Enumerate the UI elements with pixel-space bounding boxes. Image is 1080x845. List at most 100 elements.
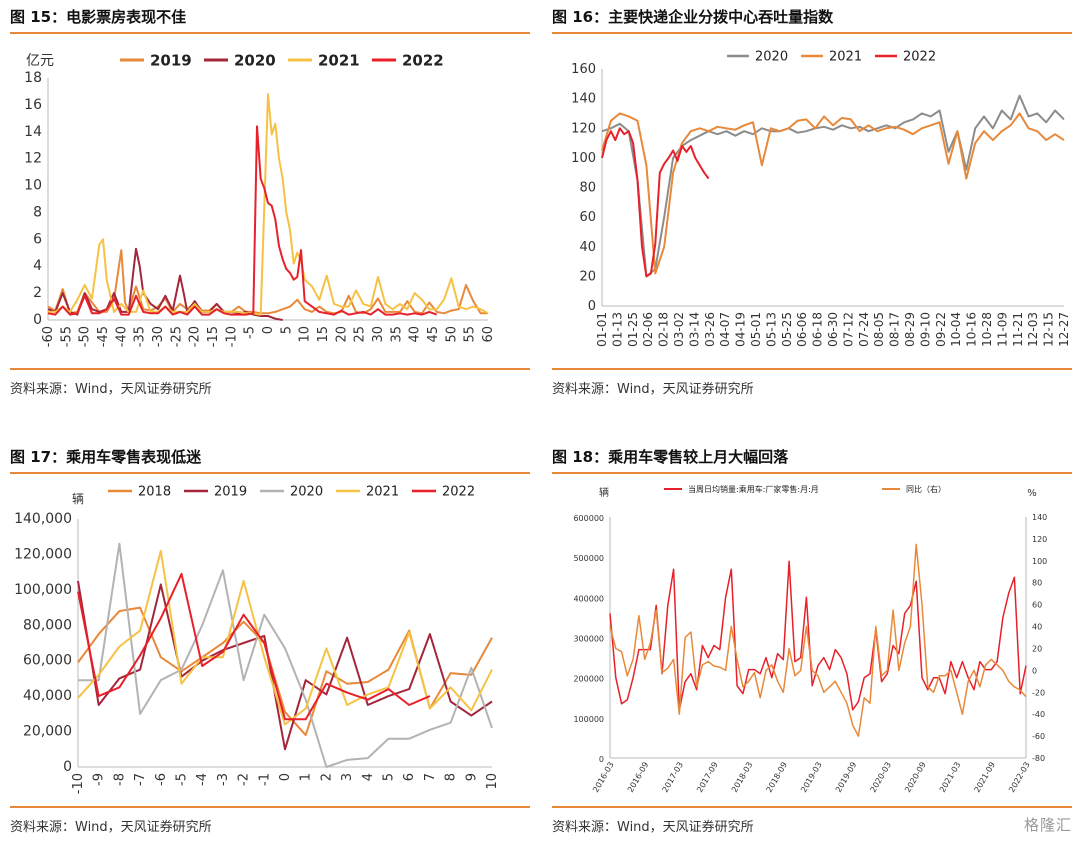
x-tick-label: 07-24 [857,312,871,347]
y-tick-label: 18 [24,70,42,86]
x-tick-label: 04-19 [734,312,748,347]
x-tick-label: -15 [206,326,221,347]
x-tick-label: 2020-03 [869,761,894,794]
y-axis-label: 辆 [72,492,84,506]
y-tick-label: 120,000 [14,546,72,562]
y2-tick-label: -40 [1032,710,1045,719]
y-tick-label: 600000 [573,514,604,523]
x-tick-label: 03-14 [687,312,701,347]
y-tick-label: 8 [33,204,42,220]
x-tick-label: 6 [402,773,417,781]
legend-label: 2020 [290,485,323,500]
x-tick-label: 10 [298,326,313,343]
x-tick-label: -60 [41,326,56,347]
y-axis-label: 辆 [599,486,609,499]
x-tick-label: 20 [334,326,349,343]
y-tick-label: 100 [571,151,596,166]
series-line [77,572,431,721]
chart-title: 图 15：电影票房表现不佳 [10,8,187,26]
x-tick-label: -30 [151,326,166,347]
x-tick-label: 5 [382,773,397,781]
legend-label: 当周日均销量:乘用车:厂家零售:月:月 [688,484,819,494]
x-tick-label: -5 [243,326,258,339]
x-tick-label: 0 [261,326,276,334]
x-tick-label: 2017-03 [661,761,686,794]
series-line [47,247,283,321]
x-tick-label: 11-21 [1011,312,1025,347]
x-tick-label: 08-17 [888,312,902,347]
series-line [609,560,1027,711]
divider [552,32,1072,34]
y-tick-label: 60,000 [23,653,72,669]
y-tick-label: 100000 [573,715,604,724]
divider [10,368,530,370]
source-note: 资料来源：Wind，天风证券研究所 [552,820,754,835]
y-tick-label: 14 [24,124,42,140]
source-note: 资料来源：Wind，天风证券研究所 [10,820,212,835]
legend-label: 2020 [755,50,788,65]
x-tick-label: 01-01 [595,312,609,347]
divider [552,472,1072,474]
x-tick-label: 01-25 [626,312,640,347]
legend-label: 2021 [366,485,399,500]
x-tick-label: 2016-09 [626,761,651,794]
x-tick-label: 0 [278,773,293,781]
x-tick-label: 11-09 [995,312,1009,347]
chart-panel-17: 图 17：乘用车零售表现低迷 0 20,000 40,000 60,000 80,000… [10,440,530,845]
y2-tick-label: 40 [1032,623,1042,632]
chart-panel-16: 图 16：主要快递企业分拨中心吞吐量指数 0 20 40 60 80 100 120 140 1… [552,0,1072,420]
x-tick-label: 03-26 [703,312,717,347]
x-tick-label: 08-29 [903,312,917,347]
x-tick-label: 12-15 [1042,312,1056,347]
divider [10,472,530,474]
x-tick-label: 01-13 [610,312,624,347]
y-tick-label: 10 [24,178,42,194]
x-tick-label: 60 [481,326,496,343]
source-note: 资料来源：Wind，天风证券研究所 [10,382,212,397]
y-tick-label: 40 [579,240,596,255]
x-tick-label: 4 [361,773,376,781]
chart-16: 0 20 40 60 80 100 120 140 160 01-01 01-13 01-25 02-0… [571,50,1071,347]
legend-label: 2022 [402,51,444,69]
x-tick-label: 08-05 [872,312,886,347]
x-tick-label: -10 [224,326,239,347]
x-tick-label: 3 [340,773,355,781]
x-tick-label: 12-27 [1057,312,1071,347]
x-tick-label: 10-28 [980,312,994,347]
y-tick-label: 4 [33,258,42,274]
x-tick-label: 9 [464,773,479,781]
x-tick-label: 2019-03 [799,761,824,794]
y2-axis-label: % [1027,488,1037,499]
series-line [78,542,493,768]
x-tick-label: 05-25 [780,312,794,347]
x-tick-label: 2018-03 [730,761,755,794]
legend-label: 2021 [318,51,360,69]
y-tick-label: 12 [24,151,42,167]
y-tick-label: 16 [24,97,42,113]
x-tick-label: 50 [444,326,459,343]
x-tick-label: 8 [444,773,459,781]
x-tick-label: 03-02 [672,312,686,347]
x-tick-label: 2022-03 [1007,761,1032,794]
divider [552,368,1072,370]
series-line [47,249,488,315]
x-tick-label: 10 [485,773,500,790]
y-tick-label: 60 [579,210,596,225]
y2-tick-label: 120 [1032,535,1047,544]
chart-panel-18: 图 18：乘用车零售较上月大幅回落 0 100000 200000 300000 400… [552,440,1072,845]
x-tick-label: 2018-09 [765,761,790,794]
series-line [609,543,1027,737]
x-tick-label: 2021-03 [938,761,963,794]
x-tick-label: 02-18 [657,312,671,347]
x-tick-label: 05-01 [749,312,763,347]
x-tick-label: 09-22 [934,312,948,347]
y-tick-label: 400000 [573,594,604,603]
series-line [77,549,493,726]
y2-tick-label: 80 [1032,579,1042,588]
x-tick-label: 04-07 [718,312,732,347]
chart-18: 0 100000 200000 300000 400000 500000 600000 -80… [573,484,1047,794]
x-tick-label: 35 [389,326,404,343]
y2-tick-label: 20 [1032,644,1042,653]
chart-title: 图 16：主要快递企业分拨中心吞吐量指数 [552,8,834,26]
x-tick-label: 1 [299,773,314,781]
